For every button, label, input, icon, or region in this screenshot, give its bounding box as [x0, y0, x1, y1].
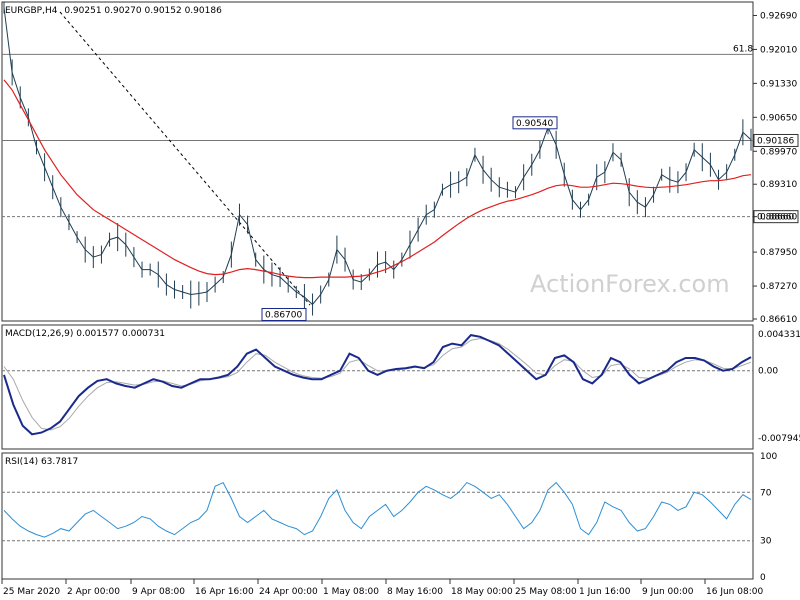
price-marker-label: 0.88660	[757, 213, 794, 223]
high-annotation-label: 0.90540	[516, 119, 553, 129]
price-panel-frame	[1, 1, 754, 322]
x-tick-label: 9 Apr 08:00	[132, 587, 185, 597]
x-tick-label: 25 May 08:00	[515, 587, 577, 597]
fib-level-label: 61.8	[733, 44, 753, 54]
macd-line	[3, 334, 752, 436]
low-annotation-box	[261, 308, 307, 322]
macd-layer	[2, 334, 753, 436]
price-tick-label: 0.92690	[760, 11, 797, 21]
rsi-panel-frame	[1, 452, 754, 580]
price-tick-label: 0.89970	[760, 147, 797, 157]
x-tick-label: 16 Apr 16:00	[195, 587, 254, 597]
high-annotation-box	[512, 116, 558, 130]
macd-tick-label: 0.00	[758, 367, 778, 377]
rsi-line	[3, 481, 752, 538]
price-tick-label: 0.89310	[760, 180, 797, 190]
price-tick-label: 0.86610	[760, 315, 797, 325]
price-tick-label: 0.87950	[760, 248, 797, 258]
price-tick-label: 0.87270	[760, 282, 797, 292]
rsi-title: RSI(14) 63.7817	[5, 457, 78, 467]
price-tick-label: 0.92010	[760, 45, 797, 55]
symbol-label: EURGBP,H4	[5, 6, 58, 16]
rsi-tick-label: 30	[760, 537, 772, 547]
macd-title: MACD(12,26,9) 0.001577 0.000731	[5, 329, 165, 339]
x-tick-label: 8 May 16:00	[387, 587, 443, 597]
x-tick-label: 1 Jun 16:00	[579, 587, 631, 597]
x-tick-label: 16 Jun 08:00	[706, 587, 763, 597]
price-header: EURGBP,H4 0.90251 0.90270 0.90152 0.9018…	[5, 6, 222, 16]
rsi-tick-label: 0	[760, 573, 766, 583]
x-tick-label: 2 Apr 00:00	[67, 587, 120, 597]
price-marker-label: 0.90186	[757, 136, 794, 146]
x-tick-label: 24 Apr 00:00	[259, 587, 318, 597]
price-tick-label: 0.88660	[760, 213, 797, 223]
macd-signal-line	[3, 337, 752, 431]
price-series-line	[3, 7, 752, 306]
trend-line	[59, 11, 311, 306]
watermark: ActionForex.com	[530, 270, 730, 298]
price-layer: 61.8 0.90540 0.86700	[2, 1, 753, 322]
price-tick-label: 0.90650	[760, 113, 797, 123]
x-tick-label: 1 May 08:00	[323, 587, 379, 597]
ohlc-values: 0.90251 0.90270 0.90152 0.90186	[64, 6, 222, 16]
low-annotation-label: 0.86700	[265, 311, 302, 321]
moving-average-line	[3, 79, 752, 279]
rsi-layer	[2, 481, 753, 542]
macd-tick-label: -0.007945	[758, 434, 800, 444]
macd-tick-label: 0.004331	[758, 330, 800, 340]
price-tick-label: 0.91330	[760, 79, 797, 89]
axis-layer: 0.90186 0.88660 0.92690 0.92010 0.91330 0.906…	[1, 11, 800, 597]
x-tick-label: 18 May 00:00	[451, 587, 513, 597]
rsi-tick-label: 100	[760, 452, 777, 462]
price-marker-box	[753, 133, 799, 147]
x-tick-label: 9 Jun 00:00	[642, 587, 694, 597]
macd-panel-frame	[1, 324, 754, 450]
x-tick-label: 25 Mar 2020	[3, 587, 60, 597]
rsi-tick-label: 70	[760, 488, 772, 498]
